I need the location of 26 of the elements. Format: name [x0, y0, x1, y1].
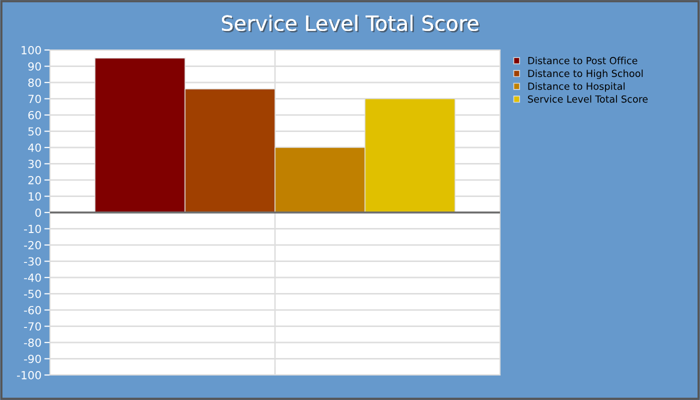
y-tick-label: -90 [24, 354, 41, 364]
y-tick-label: -50 [24, 290, 41, 298]
legend-label: Distance to Hospital [528, 82, 625, 92]
y-tick-label: 100 [22, 46, 41, 54]
chart-title: Service Level Total Score [222, 14, 480, 32]
y-tick-label: -30 [24, 257, 41, 266]
legend-label: Distance to High School [528, 70, 643, 79]
y-tick-label: 10 [28, 192, 41, 201]
y-tick-label: 60 [28, 110, 41, 120]
y-tick-label: 50 [28, 127, 41, 136]
y-tick-label: 20 [28, 176, 41, 184]
y-tick-label: 40 [28, 143, 41, 152]
y-tick-label: -20 [24, 240, 41, 250]
legend-label: Distance to Post Office [528, 56, 638, 64]
y-tick-label: -10 [24, 224, 41, 234]
y-tick-label: 90 [28, 62, 41, 71]
y-tick-label: 30 [28, 160, 41, 168]
y-tick-label: -40 [24, 273, 41, 282]
y-tick-label: -100 [16, 370, 41, 380]
y-tick-label: 0 [35, 208, 41, 217]
y-tick-label: 70 [28, 94, 41, 104]
y-tick-label: -80 [24, 338, 41, 347]
y-tick-label: 80 [28, 78, 41, 87]
y-tick-label: -60 [24, 306, 41, 314]
y-tick-label: -70 [24, 322, 41, 331]
legend-label: Service Level Total Score [528, 95, 648, 103]
